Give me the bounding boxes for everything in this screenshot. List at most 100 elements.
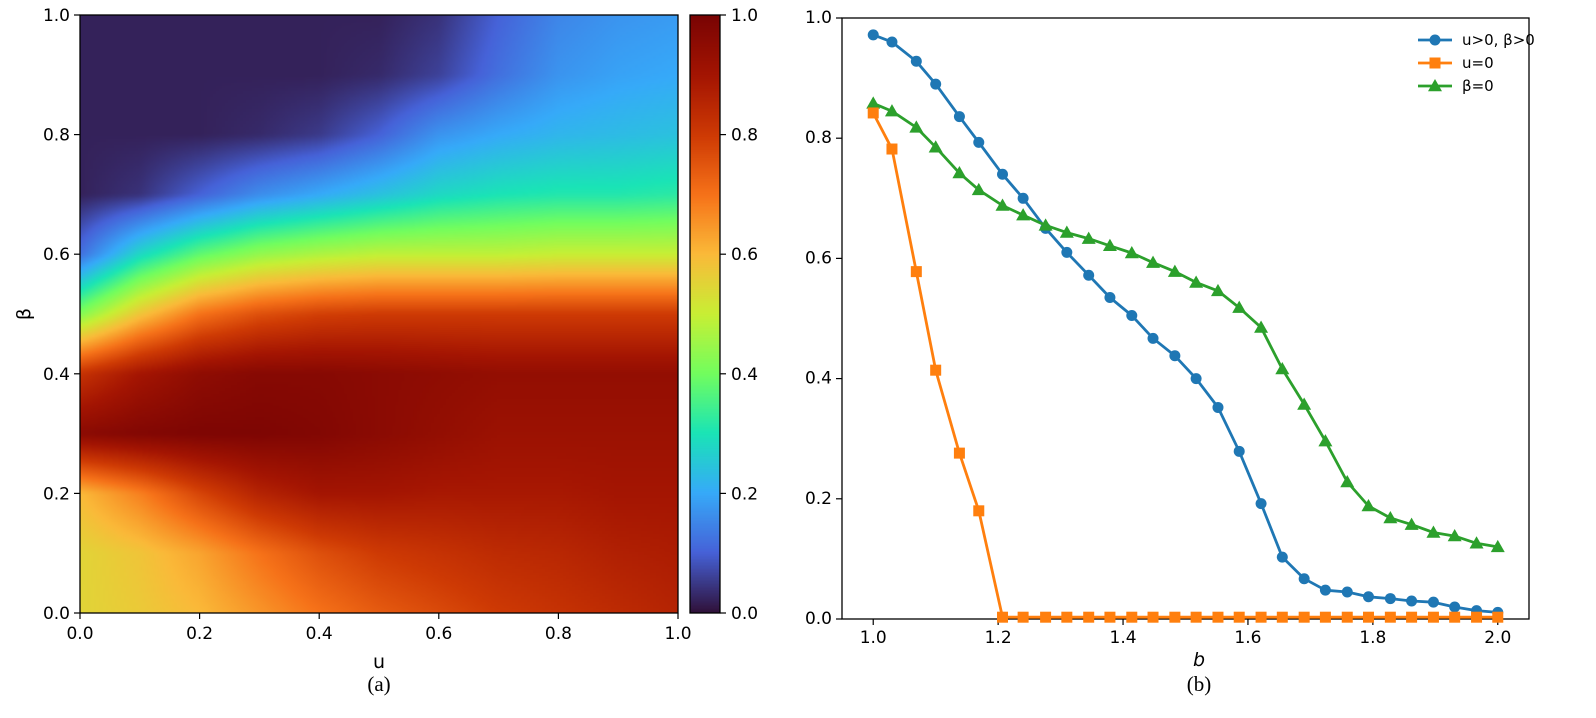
colorbar-ticks: 0.0 0.2 0.4 0.6 0.8 1.0 [720, 6, 758, 624]
colorbar-tick-label: 0.2 [731, 484, 758, 504]
line-y-tick-label: 0.6 [805, 248, 832, 268]
data-point [1255, 498, 1267, 510]
data-point [1212, 611, 1224, 623]
data-point [909, 120, 924, 133]
heatmap-panel: 0.0 0.2 0.4 0.6 0.8 1.0 0.00.20.40.60.81.0 u … [13, 6, 692, 696]
data-point [1298, 573, 1310, 585]
legend-label: u=0 [1462, 54, 1494, 72]
line-x-tick-label: 1.4 [1110, 628, 1137, 648]
heatmap-x-tick-label: 0.4 [306, 624, 333, 644]
data-point [1167, 264, 1182, 277]
data-point [886, 36, 898, 48]
data-point [1147, 332, 1159, 344]
data-point [1319, 584, 1331, 596]
data-point [1104, 611, 1116, 623]
heatmap-y-ticks: 0.0 0.2 0.4 0.6 0.8 1.0 [43, 6, 80, 624]
data-point [1341, 611, 1353, 623]
heatmap-x-tick-label: 0.2 [186, 624, 213, 644]
line-x-label: b [1193, 649, 1205, 671]
data-point [1427, 611, 1439, 623]
colorbar-tick-label: 0.8 [731, 126, 758, 146]
series-triangle [866, 96, 1505, 553]
line-x-tick-label: 1.2 [985, 628, 1012, 648]
line-y-tick-label: 0.4 [805, 369, 832, 389]
heatmap-x-tick-label: 0.8 [545, 624, 572, 644]
series-square [867, 107, 1504, 623]
data-point [995, 198, 1010, 211]
heatmap-y-tick-label: 0.4 [43, 365, 70, 385]
data-point [1169, 611, 1181, 623]
data-point [1469, 536, 1484, 549]
data-point [866, 96, 881, 109]
data-point [1059, 225, 1074, 238]
heatmap-x-label: u [373, 651, 385, 673]
line-chart-panel: 1.0 1.2 1.4 1.6 1.8 2.0 0.0 0.2 0.4 0.6 0.8 1.0 u>… [805, 8, 1535, 696]
data-point [1189, 275, 1204, 288]
data-point [930, 364, 942, 376]
data-point [1210, 283, 1225, 297]
legend-marker [1429, 57, 1441, 69]
data-point [1017, 611, 1029, 623]
data-point [884, 104, 899, 117]
data-point [1361, 499, 1376, 512]
data-point [1147, 611, 1159, 623]
colorbar-tick-label: 0.6 [731, 245, 758, 265]
data-point [1102, 238, 1117, 252]
data-point [973, 505, 985, 517]
data-point [1126, 611, 1138, 623]
data-point [1081, 231, 1096, 244]
data-point [1492, 611, 1504, 623]
data-point [1124, 245, 1139, 259]
data-point [973, 136, 985, 148]
colorbar-frame [689, 14, 721, 614]
data-point [1061, 246, 1073, 258]
data-point [953, 447, 965, 459]
data-point [1384, 593, 1396, 605]
data-point [1254, 320, 1269, 333]
data-point [1233, 611, 1245, 623]
heatmap-y-label: β [13, 308, 35, 320]
heatmap-x-tick-label: 0.0 [66, 624, 93, 644]
data-point [953, 111, 965, 123]
colorbar-tick-label: 1.0 [731, 6, 758, 26]
line-y-tick-label: 0.2 [805, 489, 832, 509]
colorbar-gradient [690, 15, 720, 613]
heatmap-y-tick-label: 0.0 [43, 604, 70, 624]
data-point [1447, 529, 1462, 542]
data-point [1384, 611, 1396, 623]
data-point [1190, 373, 1202, 385]
heatmap-x-ticks: 0.0 0.2 0.4 0.6 0.8 1.0 [66, 613, 692, 644]
data-point [1362, 611, 1374, 623]
line-chart-frame [841, 17, 1530, 620]
heatmap-y-tick-label: 0.2 [43, 484, 70, 504]
data-point [1298, 611, 1310, 623]
data-point [1017, 192, 1029, 204]
heatmap-y-tick-label: 0.8 [43, 126, 70, 146]
line-x-tick-label: 2.0 [1484, 628, 1511, 648]
line-x-tick-label: 1.0 [860, 628, 887, 648]
heatmap-frame [79, 14, 679, 614]
line-x-ticks: 1.0 1.2 1.4 1.6 1.8 2.0 [860, 619, 1511, 648]
data-point [867, 107, 879, 119]
caption-a: (a) [367, 672, 390, 696]
data-point [1362, 591, 1374, 603]
legend-label: β=0 [1462, 77, 1494, 95]
data-point [1104, 291, 1116, 303]
heatmap-y-tick-label: 1.0 [43, 6, 70, 26]
line-x-tick-label: 1.8 [1359, 628, 1386, 648]
data-point [910, 55, 922, 67]
line-y-ticks: 0.0 0.2 0.4 0.6 0.8 1.0 [805, 8, 842, 629]
heatmap-x-tick-label: 1.0 [664, 624, 691, 644]
data-point [1040, 611, 1052, 623]
series-line [872, 33, 1498, 614]
data-point [867, 29, 879, 41]
data-point [1038, 218, 1053, 231]
data-point [1490, 539, 1505, 553]
legend-marker [1429, 34, 1441, 46]
data-point [1449, 601, 1461, 613]
series-line [872, 102, 1499, 549]
data-point [1083, 611, 1095, 623]
data-point [1404, 517, 1419, 530]
line-y-tick-label: 0.8 [805, 128, 832, 148]
